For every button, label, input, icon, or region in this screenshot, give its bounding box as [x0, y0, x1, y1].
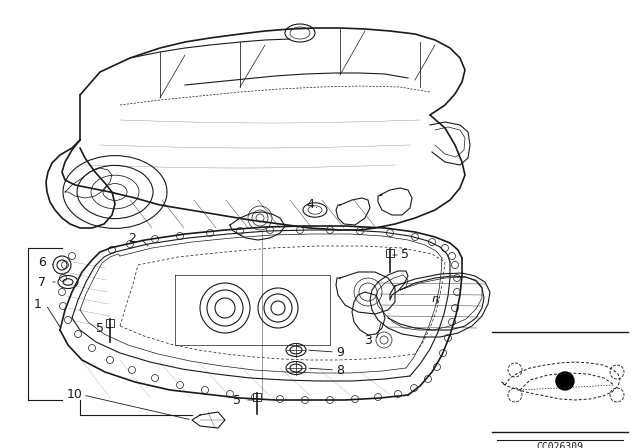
Text: $\eta$: $\eta$	[431, 294, 439, 306]
Bar	[386, 249, 394, 257]
Text: 10: 10	[67, 388, 83, 401]
Text: 5: 5	[96, 322, 104, 335]
Bar	[106, 319, 114, 327]
Text: CC026309: CC026309	[536, 442, 584, 448]
Text: 3: 3	[364, 333, 372, 346]
Bar	[253, 393, 261, 401]
Text: 2: 2	[128, 232, 136, 245]
Text: 5: 5	[401, 249, 409, 262]
Text: 1: 1	[34, 298, 42, 311]
Text: 5: 5	[233, 393, 241, 406]
Text: 4: 4	[306, 198, 314, 211]
Text: 8: 8	[336, 363, 344, 376]
Text: 9: 9	[336, 345, 344, 358]
Text: 6: 6	[38, 257, 46, 270]
Text: 7: 7	[38, 276, 46, 289]
Circle shape	[556, 372, 574, 390]
